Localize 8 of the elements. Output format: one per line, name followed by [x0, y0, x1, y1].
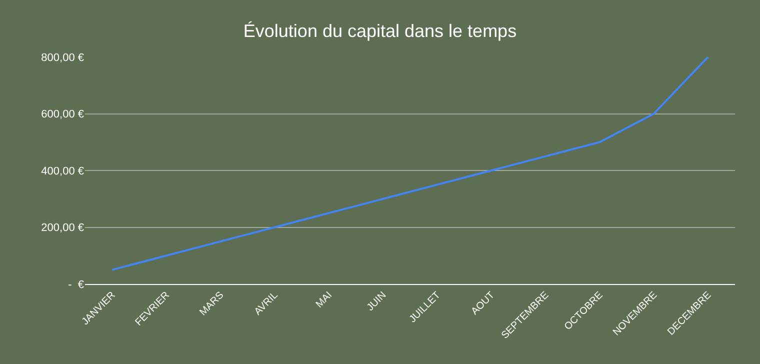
- y-tick-label: 600,00 €: [41, 108, 84, 121]
- y-tick-label: 400,00 €: [41, 165, 84, 178]
- y-tick-label: 800,00 €: [41, 52, 84, 64]
- y-tick-label: 200,00 €: [41, 222, 84, 234]
- y-tick-label: - €: [68, 278, 84, 291]
- x-tick-label: MAI: [314, 290, 334, 310]
- chart-title: Évolution du capital dans le temps: [243, 21, 517, 42]
- line-series: [111, 57, 709, 271]
